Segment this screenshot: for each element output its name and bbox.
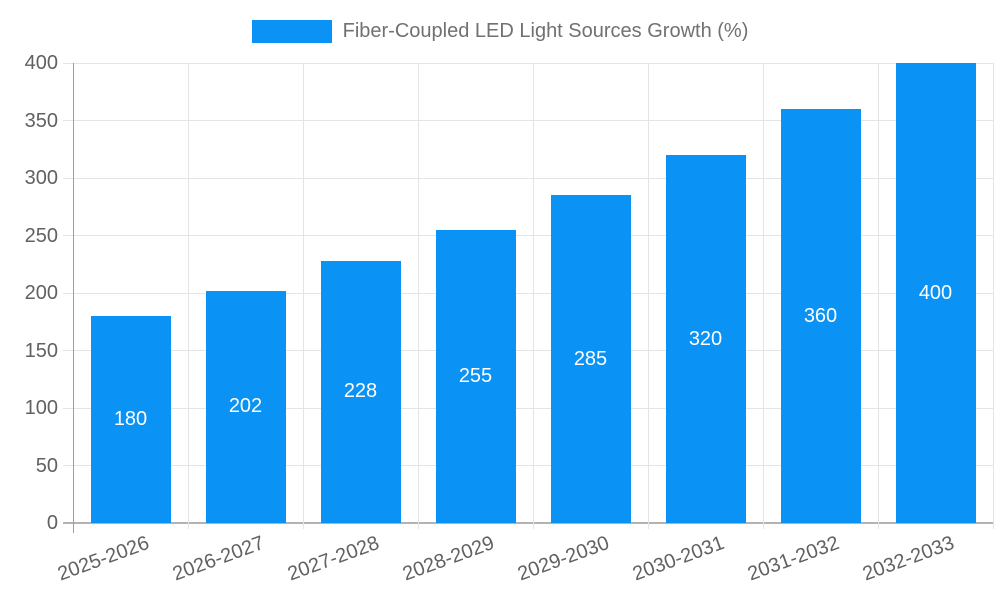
bar-value-label: 180 <box>113 408 148 430</box>
y-gridline <box>63 235 993 236</box>
x-axis-tick-label: 2028-2029 <box>399 532 498 586</box>
y-gridline <box>63 120 993 121</box>
bar: 180 <box>90 316 171 523</box>
bar-value-label: 255 <box>458 364 493 387</box>
y-axis-tick-label: 300 <box>24 167 58 189</box>
x-gridline <box>877 63 879 529</box>
bar: 400 <box>895 63 976 523</box>
x-axis-tick-label: 2032-2033 <box>859 532 958 586</box>
bar-value-label: 360 <box>803 304 838 327</box>
y-axis-tick-label: 0 <box>46 512 58 534</box>
y-axis-tick-label: 400 <box>24 52 58 74</box>
y-axis-tick-label: 350 <box>24 109 58 132</box>
x-gridline <box>302 63 304 529</box>
x-gridline <box>187 63 189 529</box>
x-axis-tick-label: 2027-2028 <box>284 532 383 586</box>
legend: Fiber-Coupled LED Light Sources Growth (… <box>0 20 1000 43</box>
x-gridline <box>532 63 534 529</box>
bar: 320 <box>665 155 746 523</box>
y-axis-tick-label: 250 <box>24 224 58 247</box>
x-axis-tick-label: 2029-2030 <box>514 532 613 586</box>
y-gridline <box>63 350 993 351</box>
bar-value-label: 400 <box>918 281 953 304</box>
y-gridline <box>63 465 993 466</box>
legend-label: Fiber-Coupled LED Light Sources Growth (… <box>342 20 749 42</box>
x-gridline <box>417 63 419 529</box>
legend-swatch <box>251 20 332 43</box>
bar: 285 <box>550 195 631 523</box>
x-axis-baseline <box>63 522 993 524</box>
bar: 228 <box>320 260 401 523</box>
y-axis-tick-label: 150 <box>24 339 58 362</box>
y-axis-tick-label: 50 <box>35 454 58 477</box>
x-axis-tick-label: 2025-2026 <box>54 532 153 586</box>
bar-value-label: 285 <box>573 347 608 370</box>
bar-value-label: 202 <box>228 395 263 418</box>
x-gridline <box>762 63 764 529</box>
bar-value-label: 228 <box>343 380 378 403</box>
y-axis-tick-label: 100 <box>24 397 58 419</box>
x-gridline <box>992 63 994 529</box>
y-axis-tick-label: 200 <box>24 282 58 304</box>
x-axis-tick-label: 2026-2027 <box>169 532 268 586</box>
y-gridline <box>63 62 993 64</box>
bar: 360 <box>780 109 861 523</box>
bar-value-label: 320 <box>688 327 723 350</box>
bar: 202 <box>205 290 286 523</box>
y-gridline <box>63 292 993 294</box>
bar: 255 <box>435 229 516 523</box>
y-axis-line <box>72 63 74 533</box>
x-axis-tick-label: 2031-2032 <box>744 532 843 586</box>
y-gridline <box>63 407 993 409</box>
x-gridline <box>647 63 649 529</box>
y-gridline <box>63 177 993 179</box>
x-axis-tick-label: 2030-2031 <box>629 532 728 586</box>
